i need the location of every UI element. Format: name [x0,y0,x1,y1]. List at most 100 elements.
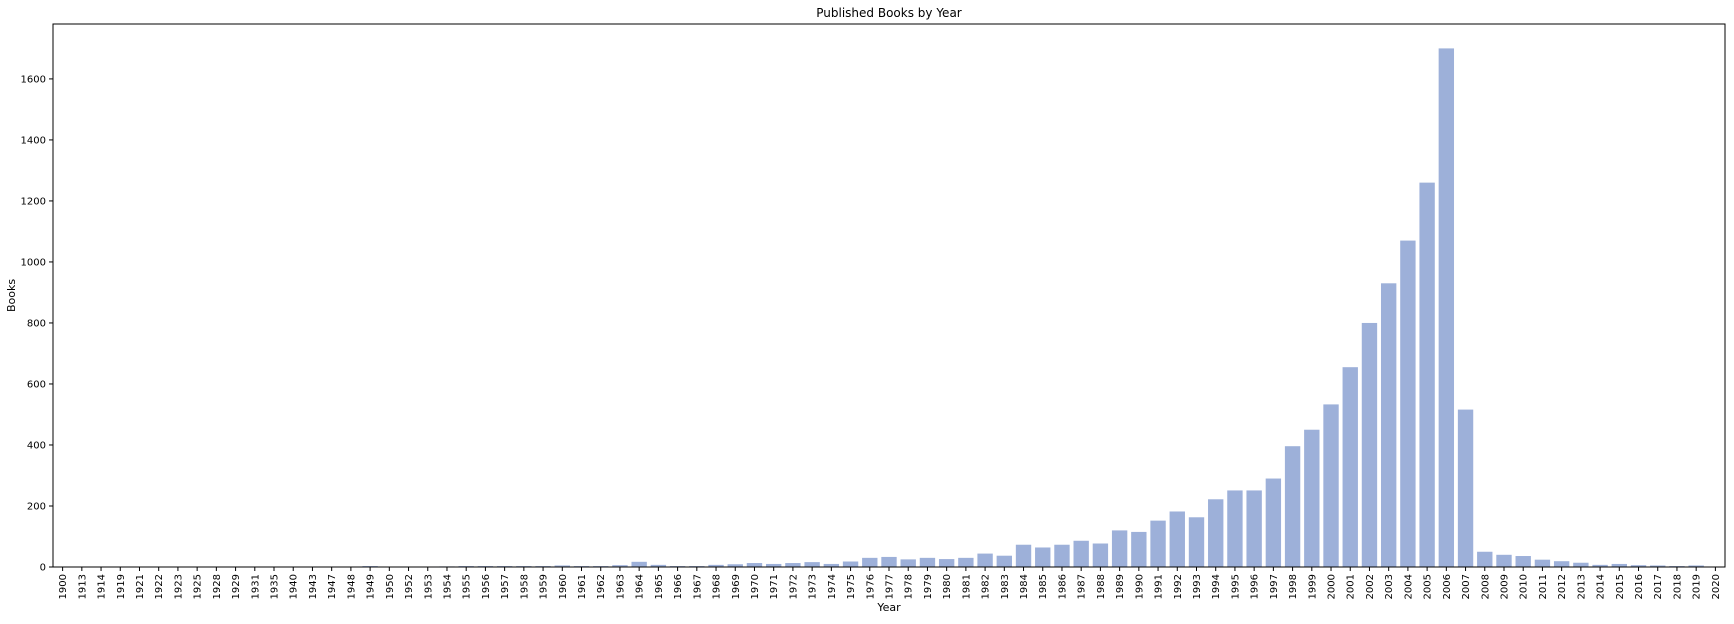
x-tick-label: 1959 [539,574,550,599]
bar-1996 [1246,490,1261,567]
bar-1980 [939,559,954,567]
x-tick-label: 1990 [1134,574,1145,599]
bar-1983 [997,556,1012,567]
x-tick-label: 2010 [1519,574,1530,599]
x-tick-label: 1995 [1230,574,1241,599]
x-tick-label: 1989 [1115,574,1126,599]
y-tick-label: 1400 [21,135,46,146]
x-tick-label: 1960 [558,574,569,599]
bar-1985 [1035,547,1050,567]
x-tick-label: 1943 [308,574,319,599]
x-tick-label: 1922 [154,574,165,599]
bar-1994 [1208,499,1223,567]
bar-2008 [1477,552,1492,567]
bar-1981 [958,558,973,567]
x-tick-label: 1929 [231,574,242,599]
x-tick-label: 1968 [712,574,723,599]
x-tick-label: 2008 [1480,574,1491,599]
x-tick-label: 2000 [1327,574,1338,599]
x-tick-label: 1913 [77,574,88,599]
x-tick-label: 1948 [346,574,357,599]
x-tick-label: 2014 [1596,574,1607,599]
x-tick-label: 1950 [385,574,396,599]
bar-1984 [1016,545,1031,567]
y-tick-label: 0 [40,563,46,574]
x-tick-label: 1935 [270,574,281,599]
y-tick-label: 200 [27,501,46,512]
x-tick-label: 2019 [1692,574,1703,599]
x-tick-label: 1966 [673,574,684,599]
bar-2012 [1554,561,1569,567]
x-tick-label: 2006 [1442,574,1453,599]
bar-1977 [881,557,896,567]
x-tick-label: 1952 [404,574,415,599]
bar-2004 [1400,241,1415,567]
x-tick-label: 1980 [942,574,953,599]
x-tick-label: 1977 [885,574,896,599]
bar-1973 [804,562,819,567]
x-tick-label: 2017 [1653,574,1664,599]
x-tick-label: 2011 [1538,574,1549,599]
bar-2013 [1573,563,1588,567]
x-tick-label: 2015 [1615,574,1626,599]
x-tick-label: 1993 [1192,574,1203,599]
x-tick-label: 1985 [1038,574,1049,599]
x-tick-label: 1991 [1154,574,1165,599]
x-tick-label: 1982 [981,574,992,599]
x-tick-label: 2009 [1499,574,1510,599]
y-tick-label: 800 [27,318,46,329]
x-tick-label: 1971 [769,574,780,599]
bar-2003 [1381,283,1396,567]
bar-1982 [977,554,992,567]
plot-frame [53,24,1725,567]
x-tick-label: 1983 [1000,574,1011,599]
bar-2009 [1496,555,1511,567]
x-tick-label: 1954 [442,574,453,599]
y-tick-label: 1600 [21,74,46,85]
bar-2002 [1362,323,1377,567]
x-tick-label: 1970 [750,574,761,599]
x-tick-label: 2016 [1634,574,1645,599]
x-tick-label: 1996 [1250,574,1261,599]
bar-1986 [1054,545,1069,567]
bar-2005 [1419,183,1434,567]
chart-title: Published Books by Year [816,6,962,20]
x-tick-label: 2012 [1557,574,1568,599]
x-tick-label: 1981 [961,574,972,599]
x-tick-label: 1919 [116,574,127,599]
bar-2001 [1343,367,1358,567]
x-tick-label: 2020 [1711,574,1722,599]
x-tick-label: 1967 [692,574,703,599]
bar-1998 [1285,446,1300,567]
y-tick-label: 600 [27,379,46,390]
bar-2010 [1516,556,1531,567]
x-tick-label: 1925 [193,574,204,599]
bar-1964 [631,562,646,567]
x-tick-label: 1923 [173,574,184,599]
bar-1972 [785,563,800,567]
bar-1976 [862,558,877,567]
x-tick-label: 1979 [923,574,934,599]
bar-1992 [1170,511,1185,567]
x-tick-label: 2005 [1423,574,1434,599]
x-tick-label: 1978 [904,574,915,599]
x-tick-label: 1975 [846,574,857,599]
bar-1993 [1189,517,1204,567]
x-tick-label: 2013 [1576,574,1587,599]
x-tick-label: 1956 [481,574,492,599]
bar-1990 [1131,532,1146,567]
x-tick-label: 1953 [423,574,434,599]
bar-1987 [1073,541,1088,567]
x-tick-label: 1963 [615,574,626,599]
x-tick-label: 2003 [1384,574,1395,599]
x-tick-label: 1947 [327,574,338,599]
bar-1975 [843,562,858,567]
x-tick-label: 1958 [519,574,530,599]
x-tick-label: 1997 [1269,574,1280,599]
x-tick-label: 1955 [462,574,473,599]
x-tick-label: 1931 [250,574,261,599]
x-tick-label: 1974 [827,574,838,599]
